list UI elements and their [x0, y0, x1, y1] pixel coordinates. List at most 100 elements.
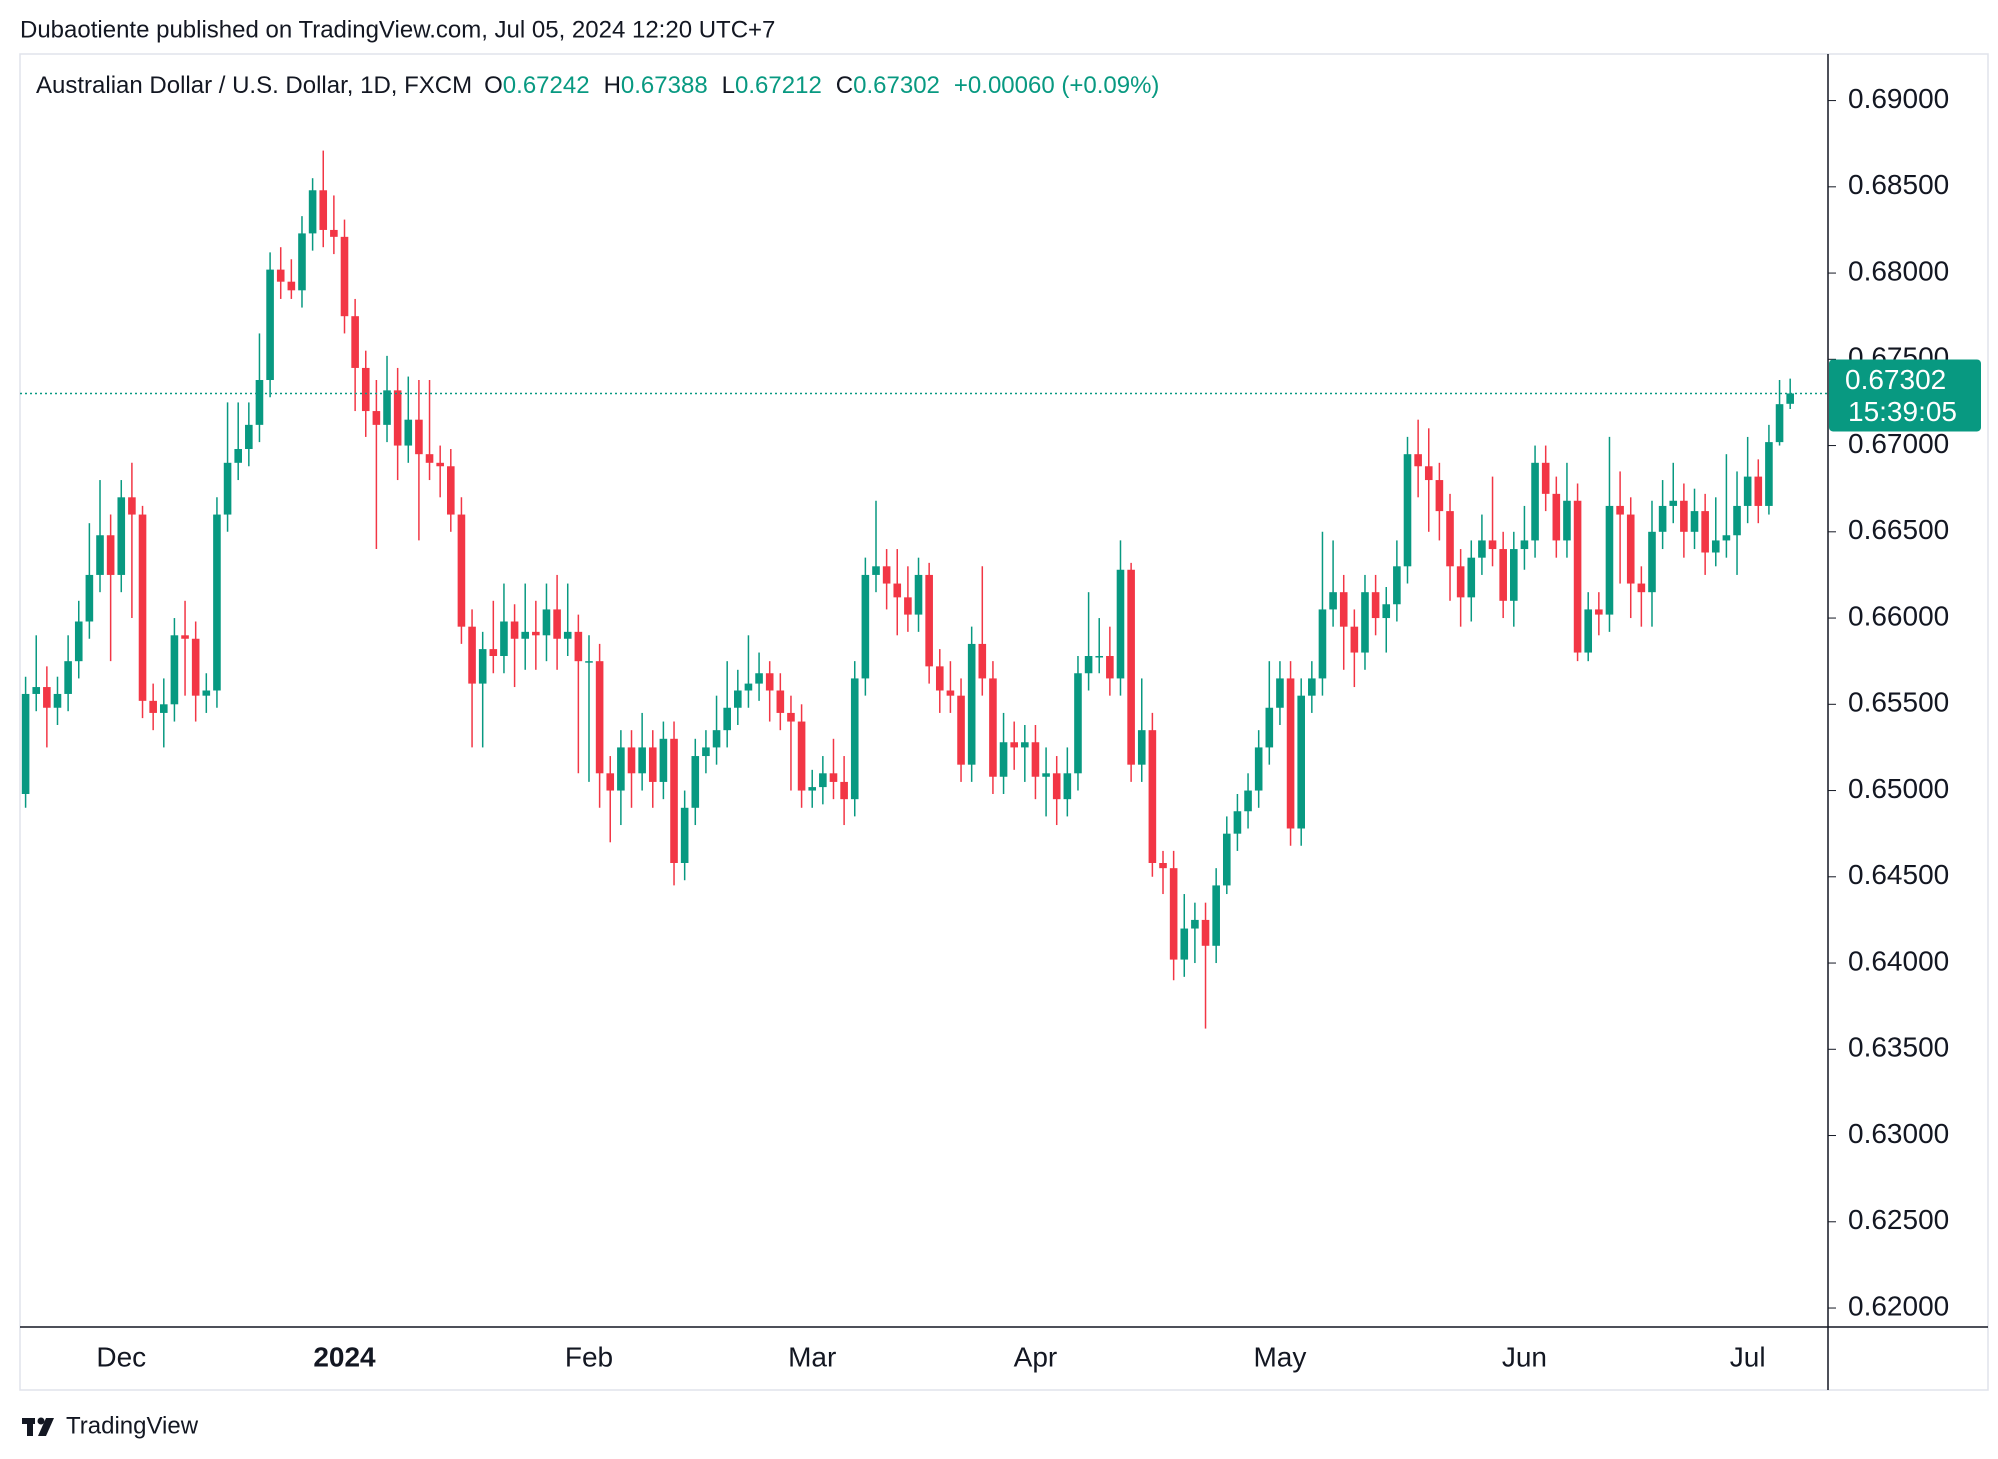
candle-body	[819, 773, 827, 788]
candle-body	[765, 673, 774, 691]
candle-body	[734, 690, 742, 708]
candle-body	[223, 462, 232, 515]
brand-name: TradingView	[66, 1412, 199, 1439]
candle-body	[521, 631, 530, 639]
candle-body	[1743, 476, 1752, 506]
candle-body	[712, 730, 721, 748]
y-tick-label: 0.69000	[1848, 83, 1949, 114]
candle-body	[1584, 609, 1593, 653]
candle-body	[457, 514, 466, 627]
candle-body	[1222, 833, 1231, 886]
candle-body	[138, 514, 147, 701]
candle-body	[1361, 592, 1369, 653]
y-tick-label: 0.68000	[1848, 255, 1949, 286]
candle-body	[1563, 500, 1571, 541]
candle-body	[1701, 511, 1709, 553]
candle-body	[617, 747, 625, 791]
candle-body	[266, 269, 274, 381]
x-tick-label: Apr	[1014, 1341, 1058, 1372]
candle-body	[1286, 678, 1295, 829]
candle-body	[361, 367, 370, 412]
candle-body	[478, 649, 487, 684]
candle-body	[946, 690, 955, 696]
chart-frame	[19, 53, 1989, 1391]
y-tick-label: 0.62000	[1848, 1290, 1949, 1321]
candle-body	[1329, 592, 1337, 610]
x-tick-label: May	[1253, 1341, 1306, 1372]
candle-body	[500, 621, 508, 657]
legend-open-label: O	[484, 72, 503, 99]
candle-body	[404, 419, 413, 446]
candle-body	[627, 747, 636, 774]
candle-body	[415, 419, 423, 455]
legend-high: 0.67388	[621, 72, 708, 99]
x-tick-label: Dec	[96, 1341, 146, 1372]
candle-body	[1212, 885, 1220, 946]
candle-body	[1711, 540, 1720, 553]
candle-body	[1648, 531, 1656, 593]
candle-body	[904, 597, 912, 615]
candle-body	[276, 269, 285, 282]
candle-body	[1775, 404, 1784, 443]
candle-body	[128, 497, 136, 515]
candle-body	[32, 687, 41, 694]
candle-body	[1382, 604, 1391, 619]
candle-body	[1084, 656, 1093, 674]
candle-body	[1318, 609, 1327, 679]
candle-body	[1669, 500, 1678, 506]
candle-body	[1169, 868, 1178, 960]
candle-body	[245, 424, 253, 450]
candle-body	[1626, 514, 1635, 584]
y-tick-label: 0.64000	[1848, 945, 1949, 976]
candle-body	[1180, 928, 1189, 960]
candle-body	[1095, 656, 1104, 658]
candle-body	[925, 574, 933, 667]
candle-body	[1456, 566, 1465, 598]
x-tick-label: Jul	[1730, 1341, 1766, 1372]
candle-body	[1541, 462, 1550, 494]
candle-body	[351, 316, 359, 368]
candle-body	[1722, 535, 1731, 541]
candle-body	[1552, 493, 1561, 541]
ohlc-legend: Australian Dollar / U.S. Dollar, 1D, FXC…	[36, 72, 1159, 99]
candle-body	[595, 661, 604, 774]
x-tick-label: Mar	[788, 1341, 836, 1372]
candle-body	[1276, 678, 1284, 708]
candle-body	[1116, 569, 1125, 679]
y-tick-label: 0.67000	[1848, 428, 1949, 459]
candle-body	[319, 190, 328, 230]
candle-body	[797, 721, 806, 791]
y-tick-label: 0.63000	[1848, 1118, 1949, 1149]
candle-body	[1159, 862, 1167, 869]
candle-body	[234, 449, 242, 463]
y-tick-label: 0.64500	[1848, 859, 1949, 890]
candle-body	[1393, 566, 1401, 605]
candle-body	[829, 773, 838, 782]
candle-body	[1127, 569, 1135, 765]
candle-body	[1010, 742, 1018, 748]
candle-body	[1148, 730, 1157, 863]
candle-body	[436, 462, 444, 467]
candle-body	[74, 621, 83, 662]
candle-body	[1371, 592, 1380, 619]
y-tick-label: 0.66500	[1848, 514, 1949, 545]
candle-body	[787, 712, 795, 722]
candle-body	[861, 574, 870, 679]
y-tick-label: 0.63500	[1848, 1032, 1949, 1063]
candle-body	[744, 683, 753, 691]
candle-body	[723, 707, 731, 731]
candle-body	[1052, 773, 1061, 800]
candle-body	[1658, 505, 1667, 532]
candle-body	[1339, 592, 1348, 627]
candle-body	[1680, 500, 1688, 532]
candle-body	[691, 756, 700, 808]
y-tick-label: 0.65500	[1848, 687, 1949, 718]
candle-body	[1308, 678, 1316, 696]
candle-body	[489, 649, 498, 657]
candle-body	[1042, 773, 1050, 777]
candle-body	[840, 781, 848, 800]
candle-body	[298, 233, 306, 291]
candle-body	[308, 190, 317, 234]
